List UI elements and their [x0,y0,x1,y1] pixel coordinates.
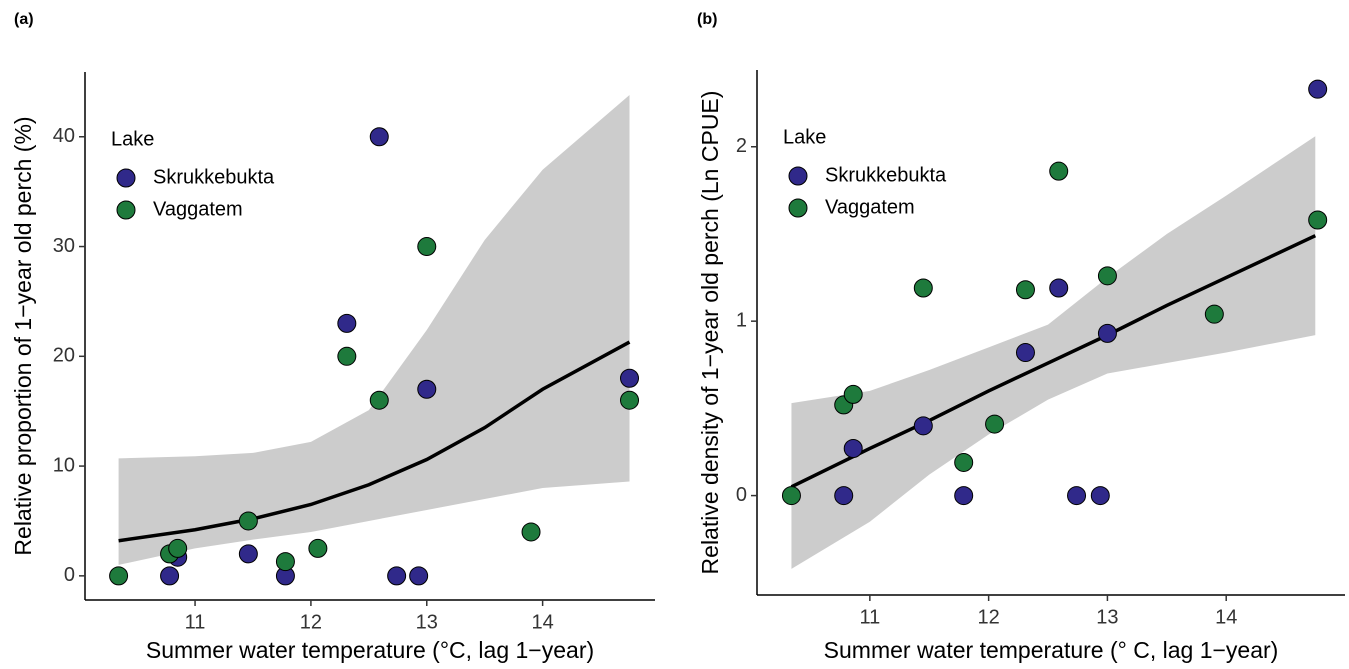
legend-swatch [788,198,808,218]
data-point [369,127,389,147]
data-point [954,486,974,506]
data-point [781,486,801,506]
x-tick-label: 11 [859,606,880,628]
x-tick-label: 13 [416,611,438,633]
x-tick-label: 14 [1215,606,1237,628]
data-point [168,538,188,558]
y-tick-label: 20 [53,345,75,367]
data-point [387,566,407,586]
data-point [1049,161,1069,181]
y-axis-title: Relative proportion of 1−year old perch … [10,116,36,555]
y-tick-label: 0 [736,484,747,506]
data-point [238,544,258,564]
data-point [834,486,854,506]
data-point [160,566,180,586]
data-point [1090,486,1110,506]
data-point [913,416,933,436]
data-point [417,237,437,257]
legend-title: Lake [783,126,826,148]
legend-swatch [116,200,136,220]
y-tick-label: 1 [736,309,747,331]
x-tick-label: 12 [300,611,322,633]
x-tick-label: 13 [1096,606,1118,628]
y-tick-label: 30 [53,235,75,257]
data-point [409,566,429,586]
panel-label: (b) [697,11,717,28]
legend-label: Vaggatem [825,196,915,218]
data-point [109,566,129,586]
legend-label: Skrukkebukta [825,164,947,186]
data-point [913,278,933,298]
data-point [1097,323,1117,343]
legend-label: Skrukkebukta [153,166,275,188]
y-tick-label: 0 [64,564,75,586]
data-point [1049,278,1069,298]
data-point [985,414,1005,434]
x-tick-label: 11 [185,611,206,633]
data-point [275,552,295,572]
data-point [1204,304,1224,324]
data-point [369,390,389,410]
legend-swatch [788,166,808,186]
data-point [238,511,258,531]
fit-line [118,340,631,543]
legend-label: Vaggatem [153,198,243,220]
data-point [1308,79,1328,99]
data-point [620,390,640,410]
data-point [1097,266,1117,286]
data-point [843,438,863,458]
data-point [417,379,437,399]
data-point [843,384,863,404]
confidence-band [791,136,1316,569]
confidence-band [118,95,630,565]
panel-label: (a) [14,11,34,28]
data-point [1308,210,1328,230]
x-tick-label: 12 [978,606,1000,628]
data-point [1067,486,1087,506]
y-axis-title: Relative density of 1−year old perch (Ln… [697,91,723,575]
legend-swatch [116,168,136,188]
legend-title: Lake [111,128,154,150]
y-tick-label: 40 [53,125,75,147]
x-tick-label: 14 [531,611,553,633]
data-point [1015,280,1035,300]
data-point [620,368,640,388]
data-point [521,522,541,542]
x-axis-title: Summer water temperature (°C, lag 1−year… [146,637,594,663]
data-point [337,313,357,333]
fit-line [790,234,1317,489]
y-tick-label: 2 [736,135,747,157]
data-point [337,346,357,366]
data-point [954,452,974,472]
data-point [1015,343,1035,363]
x-axis-title: Summer water temperature (° C, lag 1−yea… [824,637,1279,663]
data-point [308,538,328,558]
y-tick-label: 10 [53,454,75,476]
